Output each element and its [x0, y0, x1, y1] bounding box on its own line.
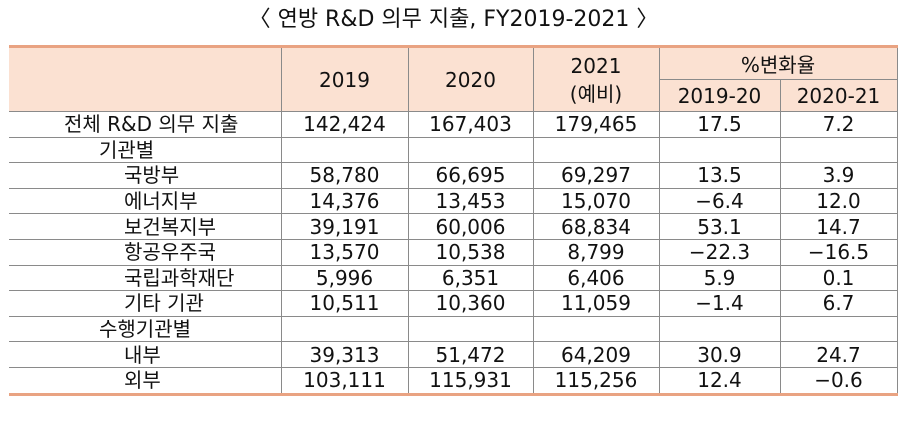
cell-pct-2019-20: 13.5 — [659, 162, 781, 189]
cell-2020: 13,453 — [408, 187, 534, 215]
cell-pct-2020-21: 24.7 — [780, 341, 897, 368]
cell-pct-2020-21 — [780, 315, 897, 343]
cell-2021: 179,465 — [533, 111, 660, 138]
cell-pct-2019-20: 53.1 — [659, 213, 781, 240]
cell-pct-2020-21: −16.5 — [780, 238, 897, 266]
cell-2021 — [533, 315, 660, 343]
row-label: 기타 기관 — [9, 290, 282, 317]
cell-2019 — [281, 315, 409, 343]
row-label: 국방부 — [9, 162, 282, 189]
cell-2020: 6,351 — [408, 264, 534, 292]
row-label: 외부 — [9, 366, 282, 396]
row-label: 전체 R&D 의무 지출 — [9, 111, 282, 138]
header-blank — [9, 46, 282, 112]
cell-pct-2019-20: 17.5 — [659, 111, 781, 138]
cell-2021: 11,059 — [533, 290, 660, 317]
cell-2019: 103,111 — [281, 366, 409, 396]
cell-2019: 142,424 — [281, 111, 409, 138]
table-row: 항공우주국 13,570 10,538 8,799 −22.3 −16.5 — [9, 238, 897, 266]
cell-2021: 115,256 — [533, 366, 660, 396]
table-title: 〈 연방 R&D 의무 지출, FY2019-2021 〉 — [248, 7, 659, 32]
cell-pct-2019-20: −1.4 — [659, 290, 781, 317]
table-row: 내부 39,313 51,472 64,209 30.9 24.7 — [9, 341, 897, 368]
cell-2019: 58,780 — [281, 162, 409, 189]
header-pct-2020-21: 2020-21 — [780, 79, 897, 112]
cell-pct-2020-21: 12.0 — [780, 187, 897, 215]
cell-2019: 14,376 — [281, 187, 409, 215]
header-pct-change: %변화율 — [659, 46, 897, 80]
cell-2021: 15,070 — [533, 187, 660, 215]
cell-2020: 66,695 — [408, 162, 534, 189]
cell-pct-2019-20: −6.4 — [659, 187, 781, 215]
cell-2020: 115,931 — [408, 366, 534, 396]
cell-2021: 8,799 — [533, 238, 660, 266]
table-row: 기타 기관 10,511 10,360 11,059 −1.4 6.7 — [9, 290, 897, 317]
cell-2021: 64,209 — [533, 341, 660, 368]
header-2021-note: (예비) — [569, 81, 623, 106]
row-label: 항공우주국 — [9, 238, 282, 266]
cell-pct-2019-20: 30.9 — [659, 341, 781, 368]
table-row: 국립과학재단 5,996 6,351 6,406 5.9 0.1 — [9, 264, 897, 292]
cell-2020: 10,360 — [408, 290, 534, 317]
header-2021-year: 2021 — [570, 53, 622, 78]
rd-obligations-table: 2019 2020 2021 (예비) %변화율 2019-20 2020-21… — [9, 45, 898, 396]
row-label: 에너지부 — [9, 187, 282, 215]
cell-pct-2019-20: 12.4 — [659, 366, 781, 396]
cell-2019: 39,191 — [281, 213, 409, 240]
cell-2020 — [408, 136, 534, 164]
row-label: 수행기관별 — [9, 315, 282, 343]
cell-pct-2020-21: 14.7 — [780, 213, 897, 240]
cell-pct-2020-21: 0.1 — [780, 264, 897, 292]
cell-2020: 167,403 — [408, 111, 534, 138]
row-label: 국립과학재단 — [9, 264, 282, 292]
cell-2019: 10,511 — [281, 290, 409, 317]
table-row: 보건복지부 39,191 60,006 68,834 53.1 14.7 — [9, 213, 897, 240]
cell-2020: 10,538 — [408, 238, 534, 266]
table-row: 국방부 58,780 66,695 69,297 13.5 3.9 — [9, 162, 897, 189]
cell-pct-2020-21: 3.9 — [780, 162, 897, 189]
cell-pct-2020-21: 7.2 — [780, 111, 897, 138]
table-row: 수행기관별 — [9, 315, 897, 343]
cell-2019 — [281, 136, 409, 164]
table-row: 에너지부 14,376 13,453 15,070 −6.4 12.0 — [9, 187, 897, 215]
cell-2019: 13,570 — [281, 238, 409, 266]
cell-pct-2020-21: 6.7 — [780, 290, 897, 317]
cell-pct-2019-20: −22.3 — [659, 238, 781, 266]
table-row: 기관별 — [9, 136, 897, 164]
cell-2020: 60,006 — [408, 213, 534, 240]
table-row: 전체 R&D 의무 지출 142,424 167,403 179,465 17.… — [9, 111, 897, 138]
header-2021: 2021 (예비) — [533, 46, 660, 112]
header-2020: 2020 — [408, 46, 534, 112]
row-label: 기관별 — [9, 136, 282, 164]
cell-2021 — [533, 136, 660, 164]
cell-pct-2020-21 — [780, 136, 897, 164]
cell-2019: 5,996 — [281, 264, 409, 292]
cell-pct-2019-20 — [659, 136, 781, 164]
row-label: 보건복지부 — [9, 213, 282, 240]
cell-2019: 39,313 — [281, 341, 409, 368]
cell-2020: 51,472 — [408, 341, 534, 368]
cell-pct-2019-20: 5.9 — [659, 264, 781, 292]
row-label: 내부 — [9, 341, 282, 368]
cell-2021: 6,406 — [533, 264, 660, 292]
header-2019: 2019 — [281, 46, 409, 112]
cell-2021: 69,297 — [533, 162, 660, 189]
cell-pct-2019-20 — [659, 315, 781, 343]
cell-pct-2020-21: −0.6 — [780, 366, 897, 396]
cell-2021: 68,834 — [533, 213, 660, 240]
cell-2020 — [408, 315, 534, 343]
table-row: 외부 103,111 115,931 115,256 12.4 −0.6 — [9, 366, 897, 396]
header-pct-2019-20: 2019-20 — [659, 79, 781, 112]
